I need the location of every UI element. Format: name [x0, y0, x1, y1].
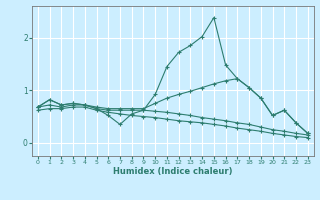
X-axis label: Humidex (Indice chaleur): Humidex (Indice chaleur)	[113, 167, 233, 176]
